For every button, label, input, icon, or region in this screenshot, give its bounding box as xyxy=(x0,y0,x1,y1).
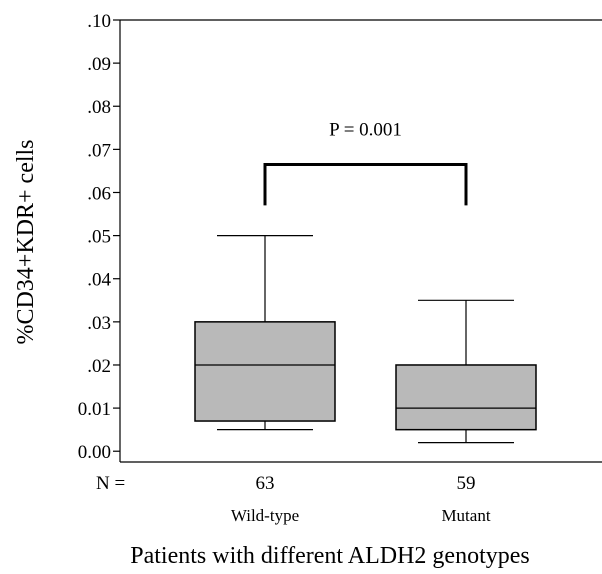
significance-bracket-group: P = 0.001 xyxy=(263,119,468,206)
y-tick-label: .09 xyxy=(87,54,111,75)
n-count-label: 59 xyxy=(457,473,476,494)
category-label: Wild-type xyxy=(231,506,299,525)
y-tick-label: 0.00 xyxy=(78,442,111,463)
y-tick-label: .05 xyxy=(87,227,111,248)
y-tick-label: 0.01 xyxy=(78,399,111,420)
y-axis: .10 .09 .08 .07 .06 .05 .04 .03 .02 0.01 0.00 xyxy=(78,11,120,463)
box-group-wild-type: 63 Wild-type xyxy=(194,235,336,525)
y-tick-label: .08 xyxy=(87,97,111,118)
y-axis-title: %CD34+KDR+ cells xyxy=(13,139,39,344)
box-iqr xyxy=(194,321,336,422)
plot-frame xyxy=(119,19,602,463)
y-tick-label: .03 xyxy=(87,313,111,334)
significance-bracket xyxy=(263,162,468,206)
y-tick-label: .10 xyxy=(87,11,111,32)
boxes-layer: 63 Wild-type 59 Mutant xyxy=(194,235,537,525)
box-group-mutant: 59 Mutant xyxy=(395,299,537,525)
n-count-label: 63 xyxy=(256,473,275,494)
y-tick-label: .04 xyxy=(87,270,111,291)
n-prefix-label: N = xyxy=(96,473,125,494)
y-tick-label: .07 xyxy=(87,140,111,161)
box-iqr xyxy=(395,364,537,431)
p-value-annotation: P = 0.001 xyxy=(329,119,402,140)
y-tick-label: .06 xyxy=(87,183,111,204)
x-axis-title: Patients with different ALDH2 genotypes xyxy=(130,543,530,569)
category-label: Mutant xyxy=(441,506,490,525)
y-tick-label: .02 xyxy=(87,356,111,377)
